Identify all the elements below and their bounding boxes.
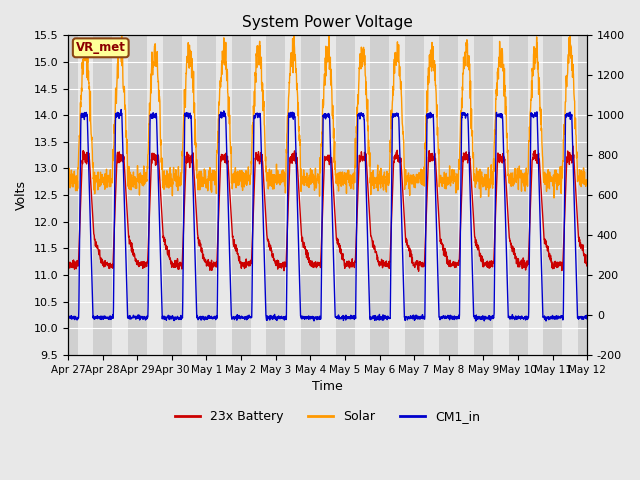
Bar [182,36,197,355]
Bar [483,36,493,355]
Bar [285,36,301,355]
Bar [578,36,587,355]
Bar [474,36,483,355]
Bar [370,36,380,355]
Legend: 23x Battery, Solar, CM1_in: 23x Battery, Solar, CM1_in [170,406,485,429]
Bar [197,36,207,355]
Bar [172,36,182,355]
Bar [414,36,424,355]
Bar [102,36,113,355]
Bar [137,36,147,355]
Bar [440,36,449,355]
Bar [207,36,216,355]
Bar [77,36,93,355]
Bar [216,36,232,355]
Bar [335,36,345,355]
Bar [147,36,163,355]
Bar [493,36,509,355]
Bar [310,36,320,355]
Bar [251,36,266,355]
Bar [458,36,474,355]
Bar [389,36,404,355]
Bar [345,36,355,355]
Bar [424,36,440,355]
X-axis label: Time: Time [312,380,343,393]
Bar [518,36,527,355]
Bar [276,36,285,355]
Title: System Power Voltage: System Power Voltage [242,15,413,30]
Bar [380,36,389,355]
Bar [562,36,578,355]
Bar [552,36,562,355]
Text: VR_met: VR_met [76,41,125,54]
Bar [320,36,335,355]
Bar [527,36,543,355]
Bar [355,36,370,355]
Bar [449,36,458,355]
Bar [509,36,518,355]
Y-axis label: Volts: Volts [15,180,28,210]
Bar [113,36,128,355]
Bar [68,36,77,355]
Bar [232,36,241,355]
Bar [163,36,172,355]
Bar [404,36,414,355]
Bar [543,36,552,355]
Bar [301,36,310,355]
Bar [266,36,276,355]
Bar [93,36,102,355]
Bar [241,36,251,355]
Bar [128,36,137,355]
